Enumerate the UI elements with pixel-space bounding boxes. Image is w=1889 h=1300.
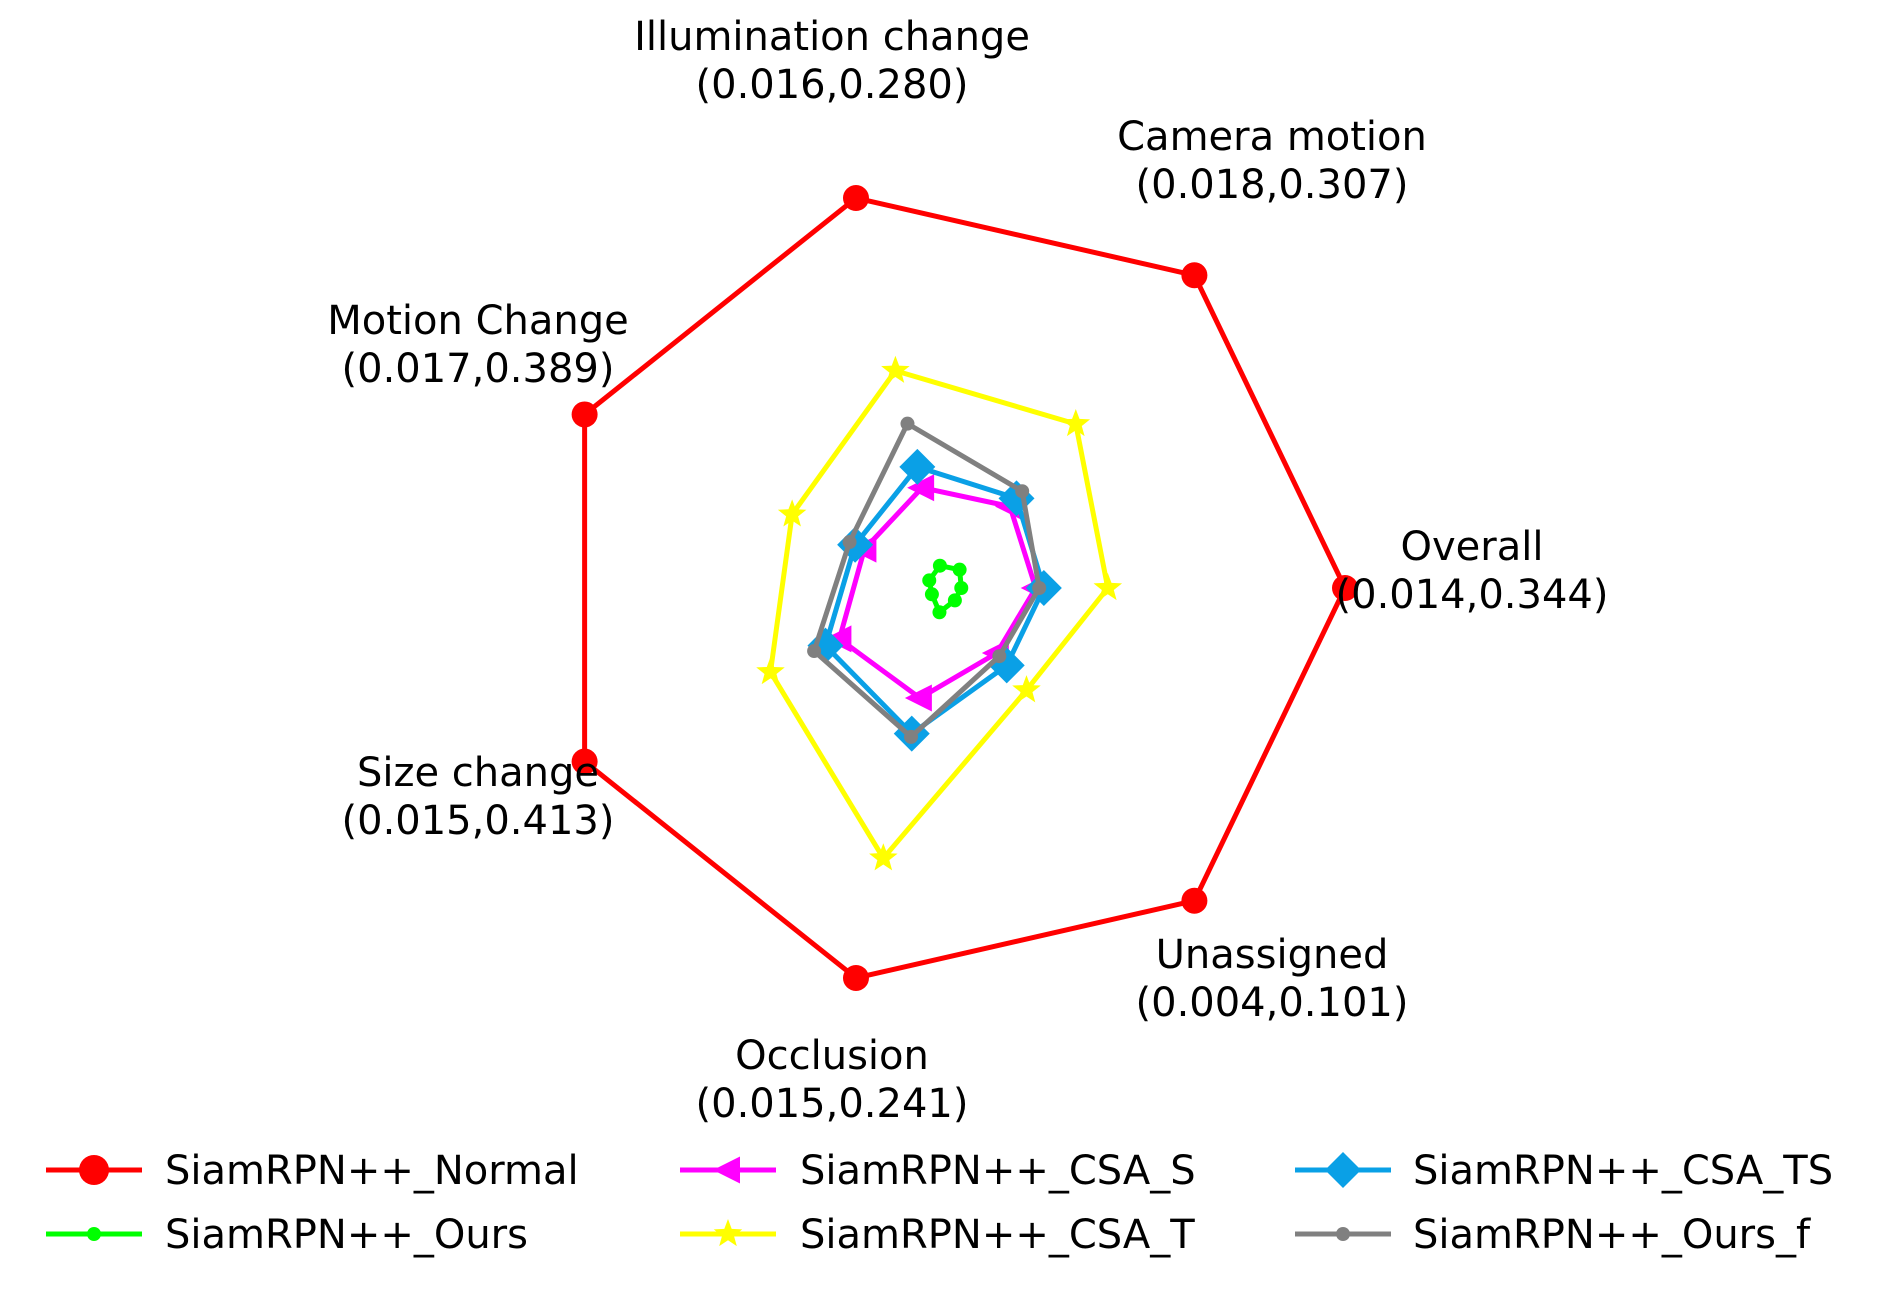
data-point-siamrpn-normal-motion-change — [571, 401, 598, 428]
legend-item-siamrpn-ours: SiamRPN++_Ours — [46, 1212, 528, 1258]
series-siamrpn-ours — [922, 558, 969, 620]
legend-marker-siamrpn-ours-f — [1336, 1227, 1350, 1241]
legend-label-siamrpn-csa-ts: SiamRPN++_CSA_TS — [1413, 1148, 1833, 1194]
legend-marker-siamrpn-csa-s — [713, 1156, 740, 1184]
data-point-siamrpn-ours-f-size-change — [807, 644, 822, 659]
data-point-siamrpn-ours-motion-change — [922, 573, 937, 588]
axis-label-size-change: Size change — [357, 750, 599, 796]
axis-label-motion-change: Motion Change — [327, 298, 628, 344]
legend-label-siamrpn-ours-f: SiamRPN++_Ours_f — [1413, 1212, 1811, 1258]
legend-label-siamrpn-normal: SiamRPN++_Normal — [165, 1148, 579, 1194]
series-line-siamrpn-ours-f — [811, 421, 1042, 740]
legend-marker-siamrpn-csa-t — [713, 1219, 743, 1247]
axis-range-overall: (0.014,0.344) — [1336, 572, 1609, 618]
data-point-siamrpn-csa-ts-illumination-change — [899, 448, 936, 485]
axis-label-camera-motion: Camera motion — [1117, 114, 1427, 160]
legend-item-siamrpn-normal: SiamRPN++_Normal — [46, 1148, 579, 1194]
legend-item-siamrpn-ours-f: SiamRPN++_Ours_f — [1295, 1212, 1811, 1258]
data-point-siamrpn-ours-camera-motion — [952, 562, 967, 577]
data-point-siamrpn-csa-t-size-change — [756, 657, 785, 685]
series-siamrpn-normal — [571, 185, 1358, 991]
axis-label-occlusion: Occlusion — [735, 1033, 929, 1079]
legend-label-siamrpn-ours: SiamRPN++_Ours — [165, 1212, 528, 1258]
data-point-siamrpn-normal-illumination-change — [842, 185, 869, 212]
axis-range-camera-motion: (0.018,0.307) — [1136, 162, 1409, 208]
legend-item-siamrpn-csa-t: SiamRPN++_CSA_T — [680, 1212, 1195, 1258]
data-point-siamrpn-ours-f-camera-motion — [1015, 484, 1030, 499]
data-point-siamrpn-ours-overall — [954, 581, 969, 595]
data-point-siamrpn-ours-size-change — [924, 587, 939, 602]
data-point-siamrpn-normal-unassigned — [1181, 887, 1208, 914]
data-point-siamrpn-ours-f-illumination-change — [900, 416, 915, 431]
data-point-siamrpn-csa-t-occlusion — [869, 843, 898, 871]
data-point-siamrpn-csa-t-illumination-change — [881, 355, 910, 383]
data-point-siamrpn-normal-camera-motion — [1181, 262, 1208, 289]
series-line-siamrpn-csa-t — [767, 368, 1111, 861]
series-siamrpn-csa-t — [756, 355, 1123, 871]
axis-labels: Overall(0.014,0.344) Camera motion(0.018,… — [327, 14, 1608, 1127]
legend-label-siamrpn-csa-s: SiamRPN++_CSA_S — [800, 1148, 1196, 1194]
data-point-siamrpn-csa-t-motion-change — [777, 499, 807, 527]
axis-label-unassigned: Unassigned — [1156, 932, 1389, 978]
legend: SiamRPN++_Normal SiamRPN++_Ours SiamRPN++_… — [46, 1148, 1833, 1258]
legend-item-siamrpn-csa-s: SiamRPN++_CSA_S — [680, 1148, 1196, 1194]
series-line-siamrpn-csa-ts — [822, 464, 1047, 737]
data-point-siamrpn-csa-s-size-change — [824, 625, 852, 653]
legend-marker-siamrpn-csa-ts — [1325, 1152, 1361, 1188]
series-line-siamrpn-normal — [582, 195, 1348, 981]
axis-range-occlusion: (0.015,0.241) — [696, 1081, 969, 1127]
data-point-siamrpn-csa-s-illumination-change — [907, 474, 935, 502]
axis-range-size-change: (0.015,0.413) — [342, 798, 615, 844]
data-point-siamrpn-ours-unassigned — [947, 593, 962, 608]
series-layer — [571, 185, 1358, 991]
data-point-siamrpn-normal-size-change — [571, 748, 598, 775]
axis-range-motion-change: (0.017,0.389) — [342, 346, 615, 392]
data-point-siamrpn-ours-f-unassigned — [992, 649, 1007, 664]
data-point-siamrpn-csa-s-occlusion — [904, 684, 932, 712]
legend-label-siamrpn-csa-t: SiamRPN++_CSA_T — [800, 1212, 1195, 1258]
series-line-siamrpn-csa-s — [836, 485, 1039, 701]
data-point-siamrpn-csa-t-overall — [1093, 573, 1123, 601]
axis-range-illumination-change: (0.016,0.280) — [696, 62, 969, 108]
axis-range-unassigned: (0.004,0.101) — [1136, 980, 1409, 1026]
data-point-siamrpn-ours-illumination-change — [932, 558, 947, 573]
axis-label-illumination-change: Illumination change — [634, 14, 1030, 60]
legend-marker-siamrpn-ours — [87, 1227, 101, 1241]
data-point-siamrpn-normal-occlusion — [842, 964, 869, 991]
data-point-siamrpn-normal-overall — [1332, 575, 1358, 601]
series-siamrpn-ours-f — [807, 416, 1047, 744]
data-point-siamrpn-ours-f-overall — [1032, 581, 1047, 595]
data-point-siamrpn-ours-occlusion — [932, 605, 947, 620]
data-point-siamrpn-ours-f-occlusion — [904, 729, 919, 744]
data-point-siamrpn-csa-t-unassigned — [1012, 675, 1041, 703]
data-point-siamrpn-ours-f-motion-change — [842, 535, 857, 550]
axis-label-overall: Overall — [1401, 524, 1544, 570]
legend-marker-siamrpn-normal — [79, 1155, 109, 1185]
legend-item-siamrpn-csa-ts: SiamRPN++_CSA_TS — [1295, 1148, 1833, 1194]
data-point-siamrpn-csa-t-camera-motion — [1061, 408, 1091, 437]
